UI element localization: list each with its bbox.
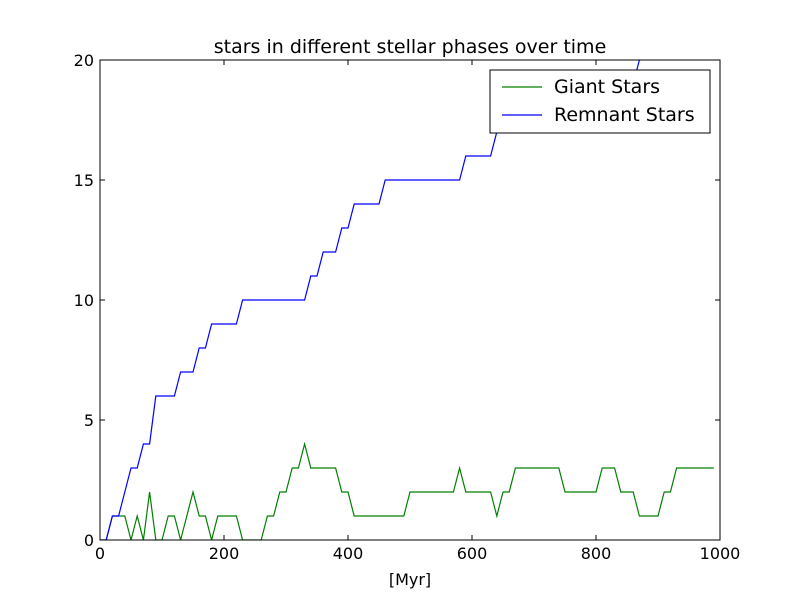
- x-tick-label: 400: [333, 544, 364, 563]
- y-tick-label: 10: [74, 291, 94, 310]
- x-tick-label: 200: [209, 544, 240, 563]
- chart-title: stars in different stellar phases over t…: [214, 36, 607, 58]
- x-tick-label: 600: [457, 544, 488, 563]
- x-axis-label: [Myr]: [389, 570, 431, 589]
- x-tick-label: 1000: [700, 544, 741, 563]
- legend-label: Giant Stars: [554, 76, 660, 98]
- y-tick-label: 15: [74, 171, 94, 190]
- x-tick-label: 0: [95, 544, 105, 563]
- y-tick-label: 20: [74, 51, 94, 70]
- legend-label: Remnant Stars: [554, 104, 695, 126]
- y-tick-label: 0: [84, 531, 94, 550]
- series-line-giant-stars: [100, 441, 714, 540]
- legend: Giant Stars Remnant Stars: [489, 69, 711, 134]
- x-tick-label: 800: [581, 544, 612, 563]
- y-tick-label: 5: [84, 411, 94, 430]
- ticks-layer: 0 200 400 600 800 1000 0 5 10 15 20: [74, 51, 741, 563]
- legend-box: [489, 69, 711, 134]
